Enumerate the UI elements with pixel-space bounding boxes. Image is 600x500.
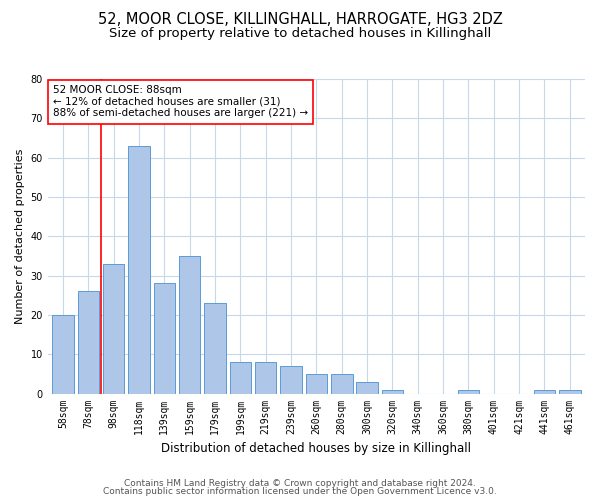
Bar [559,390,581,394]
Bar [230,362,251,394]
Bar [533,390,555,394]
Bar [382,390,403,394]
Bar [331,374,353,394]
Text: Size of property relative to detached houses in Killinghall: Size of property relative to detached ho… [109,28,491,40]
Bar [458,390,479,394]
Text: Contains public sector information licensed under the Open Government Licence v3: Contains public sector information licen… [103,487,497,496]
X-axis label: Distribution of detached houses by size in Killinghall: Distribution of detached houses by size … [161,442,472,455]
Bar [154,284,175,394]
Bar [255,362,277,394]
Bar [77,292,99,394]
Text: Contains HM Land Registry data © Crown copyright and database right 2024.: Contains HM Land Registry data © Crown c… [124,478,476,488]
Bar [356,382,378,394]
Bar [103,264,124,394]
Y-axis label: Number of detached properties: Number of detached properties [15,148,25,324]
Bar [179,256,200,394]
Bar [52,315,74,394]
Text: 52 MOOR CLOSE: 88sqm
← 12% of detached houses are smaller (31)
88% of semi-detac: 52 MOOR CLOSE: 88sqm ← 12% of detached h… [53,86,308,118]
Bar [305,374,327,394]
Bar [128,146,150,394]
Bar [280,366,302,394]
Text: 52, MOOR CLOSE, KILLINGHALL, HARROGATE, HG3 2DZ: 52, MOOR CLOSE, KILLINGHALL, HARROGATE, … [98,12,502,28]
Bar [204,303,226,394]
